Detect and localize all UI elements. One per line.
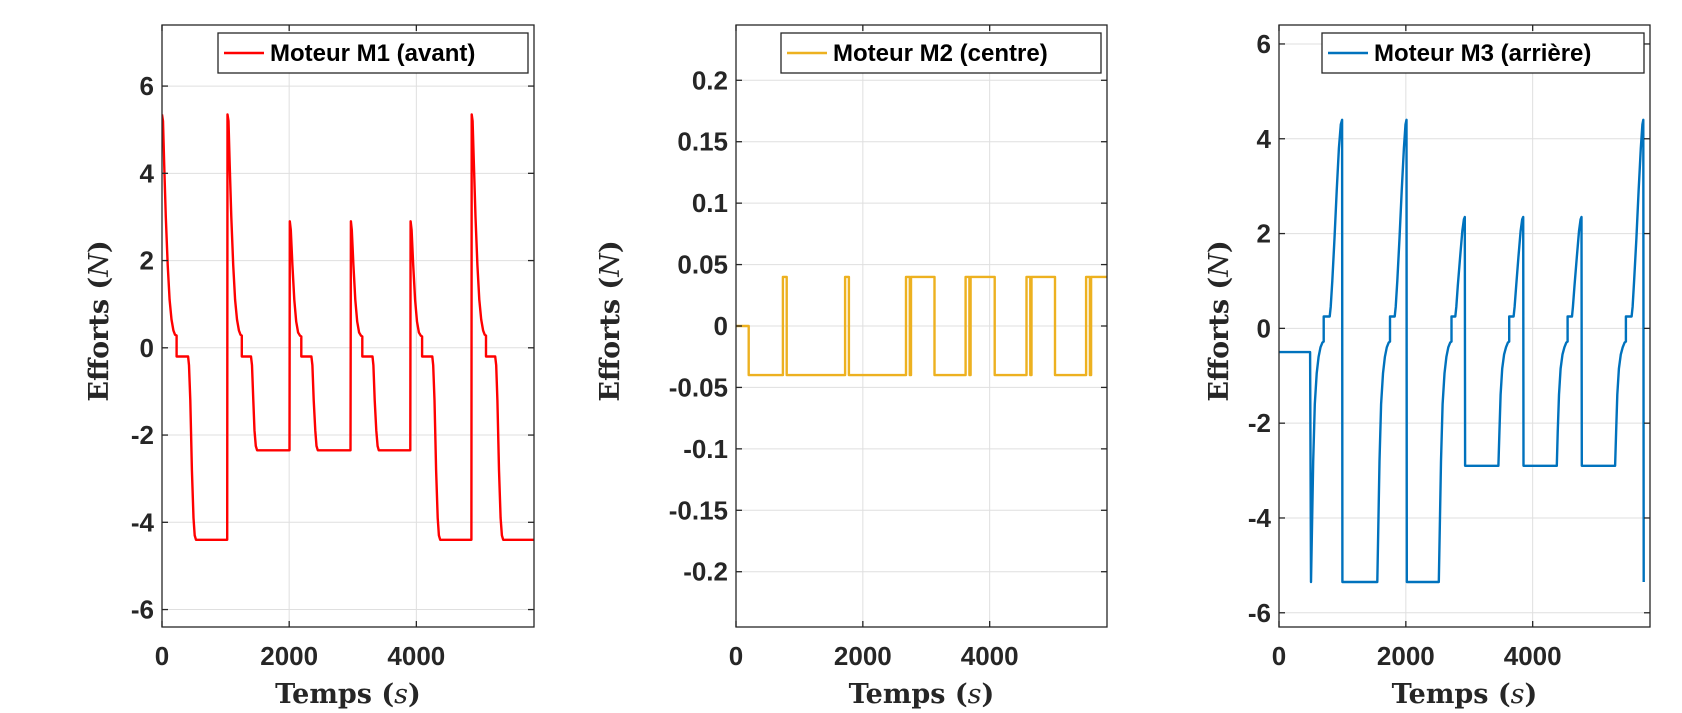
y-tick-label: 4 [1257, 124, 1272, 154]
chart-panel-1: 0 2000 4000 -6 -4 -2 0 2 4 6 Temps (s) Efforts (N) M… [84, 24, 535, 710]
y-tick-label: -6 [131, 595, 154, 625]
x-tick-label: 0 [155, 641, 169, 671]
x-tick-label: 2000 [834, 641, 892, 671]
y-tick-label: -0.05 [669, 372, 728, 402]
series-line [736, 275, 1107, 377]
y-tick-label: 4 [140, 158, 155, 188]
axes-box [161, 24, 535, 628]
y-tick-label: 0 [1257, 313, 1271, 343]
x-axis-label: Temps (s) [1392, 679, 1538, 710]
y-tick-label: 2 [1257, 219, 1271, 249]
x-tick-label: 0 [1272, 641, 1286, 671]
axes-box [1278, 24, 1651, 628]
legend-box [217, 32, 529, 74]
y-tick-label: -0.2 [683, 557, 728, 587]
x-tick-label: 4000 [1504, 641, 1562, 671]
legend-label: Moteur M1 (avant) [270, 40, 475, 67]
series-line [162, 113, 534, 541]
legend: Moteur M2 (centre) [780, 32, 1102, 74]
y-tick-label: -4 [1248, 503, 1272, 533]
legend: Moteur M3 (arrière) [1321, 32, 1645, 74]
y-tick-label: 6 [140, 71, 154, 101]
y-tick-label: 0.05 [677, 250, 728, 280]
x-tick-label: 2000 [260, 641, 318, 671]
y-tick-label: 0 [714, 311, 728, 341]
y-tick-label: 6 [1257, 29, 1271, 59]
chart-panel-3: 0 2000 4000 -6 -4 -2 0 2 4 6 Temps (s) Efforts (N) M… [1204, 24, 1651, 710]
x-tick-label: 4000 [961, 641, 1019, 671]
y-tick-label: -2 [1248, 408, 1271, 438]
legend-box [780, 32, 1102, 74]
x-axis-label: Temps (s) [849, 679, 995, 710]
series-line [1279, 118, 1645, 584]
y-tick-label: 0 [140, 333, 154, 363]
y-axis-label: Efforts (N) [84, 240, 115, 401]
y-tick-label: 0.15 [677, 127, 728, 157]
x-tick-label: 2000 [1377, 641, 1435, 671]
x-tick-label: 4000 [387, 641, 445, 671]
chart-panel-2: 0 2000 4000 -0.2 -0.15 -0.1 -0.05 0 0.05 0.1 0.15 0… [595, 24, 1108, 710]
y-tick-label: 2 [140, 246, 154, 276]
legend-label: Moteur M3 (arrière) [1374, 40, 1591, 67]
legend: Moteur M1 (avant) [217, 32, 529, 74]
y-tick-label: -0.15 [669, 495, 728, 525]
y-tick-label: -6 [1248, 598, 1271, 628]
y-axis-label: Efforts (N) [1204, 240, 1235, 401]
x-axis-label: Temps (s) [275, 679, 421, 710]
y-tick-label: 0.1 [692, 188, 728, 218]
legend-label: Moteur M2 (centre) [833, 40, 1048, 67]
legend-box [1321, 32, 1645, 74]
y-tick-label: 0.2 [692, 65, 728, 95]
y-tick-label: -4 [131, 507, 155, 537]
y-axis-label: Efforts (N) [595, 240, 626, 401]
y-tick-label: -2 [131, 420, 154, 450]
y-tick-label: -0.1 [683, 434, 728, 464]
x-tick-label: 0 [729, 641, 743, 671]
